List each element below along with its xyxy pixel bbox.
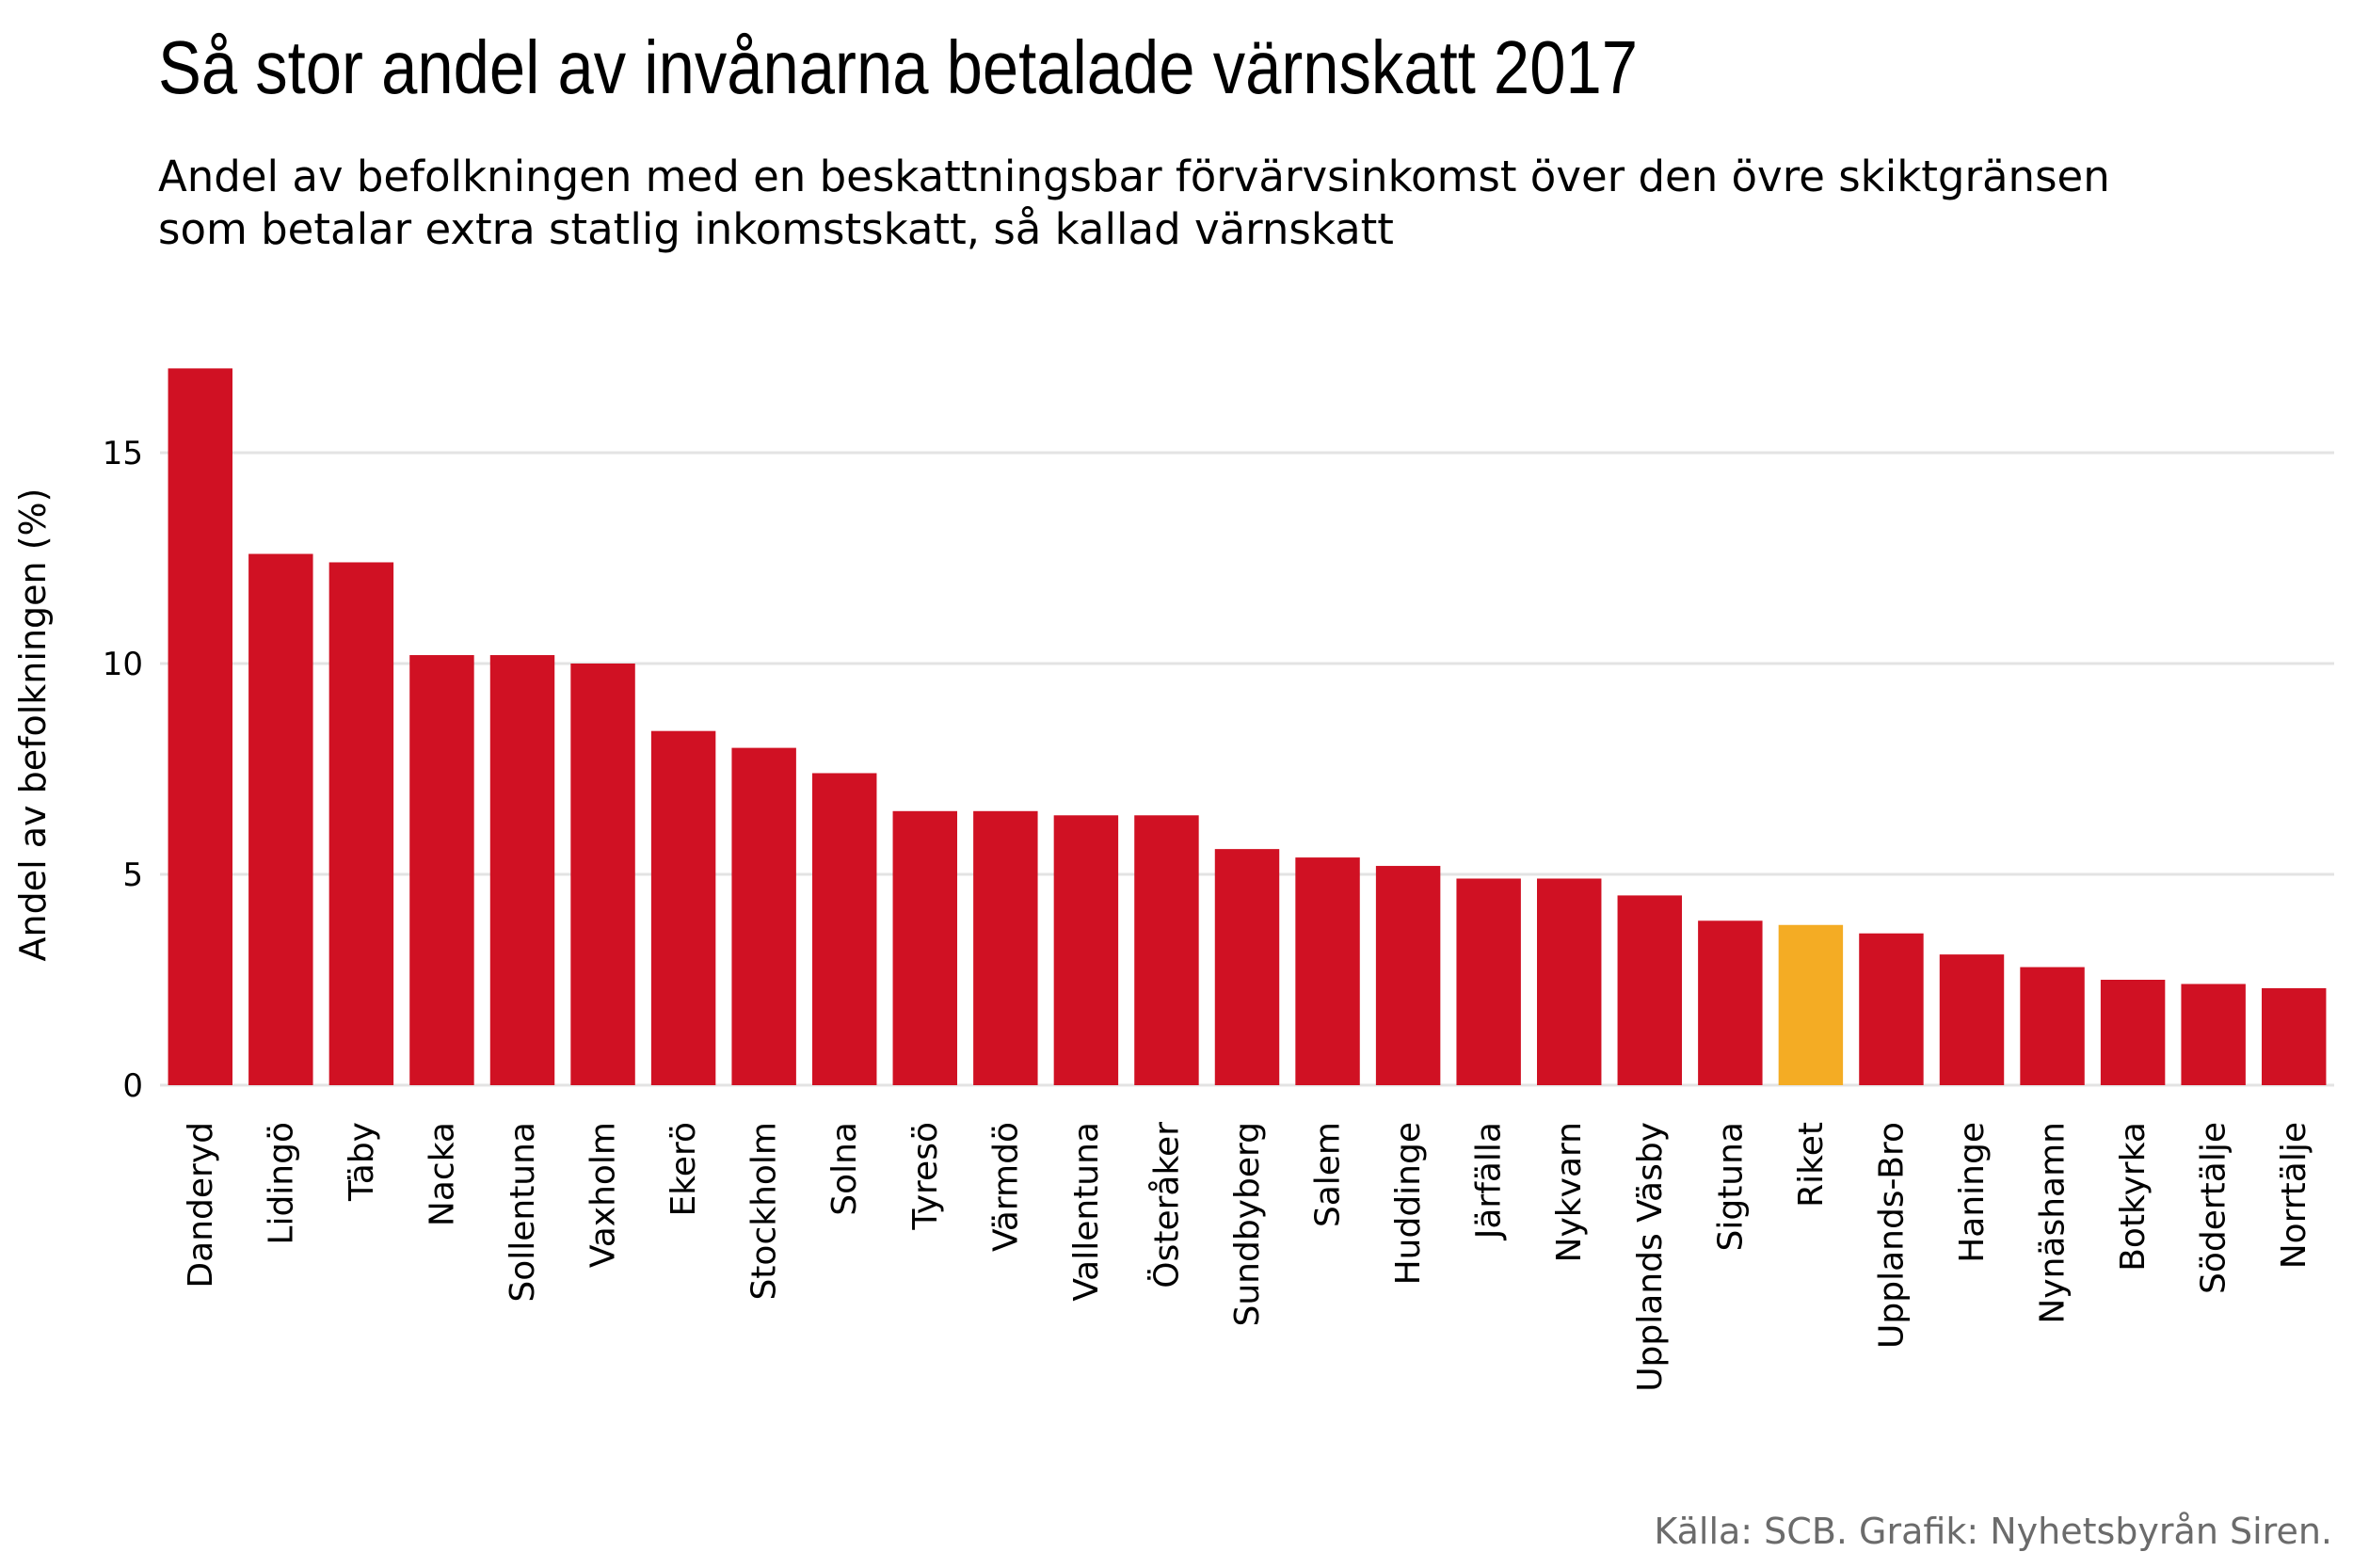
x-tick-label: Haninge [1953, 1122, 1992, 1263]
x-tick-label: Värmdö [986, 1122, 1025, 1252]
subtitle-line-2: som betalar extra statlig inkomstskatt, … [158, 204, 1394, 254]
x-tick-label: Upplands-Bro [1872, 1122, 1911, 1349]
x-tick-label: Södertälje [2195, 1122, 2233, 1294]
bar [1456, 878, 1521, 1085]
bar [2262, 987, 2327, 1085]
bar [1939, 954, 2005, 1085]
x-tick-label: Tyresö [906, 1122, 945, 1231]
y-tick-label: 5 [122, 856, 143, 894]
bar [892, 810, 957, 1085]
x-tick-label: Ekerö [664, 1122, 703, 1217]
bar [409, 655, 474, 1085]
x-tick-label: Stockholm [745, 1122, 784, 1301]
x-tick-label: Vallentuna [1067, 1122, 1106, 1302]
bar [650, 730, 716, 1085]
bar [812, 773, 877, 1085]
bar [2100, 980, 2166, 1085]
y-tick-label: 0 [122, 1067, 143, 1105]
y-axis-title: Andel av befolkningen (%) [12, 488, 54, 962]
y-axis-ticks: 0 5 10 15 [103, 435, 143, 1105]
x-tick-label: Nynäshamn [2034, 1122, 2073, 1324]
bar [731, 747, 796, 1085]
x-tick-label: Huddinge [1389, 1122, 1428, 1285]
x-tick-label: Österåker [1146, 1122, 1186, 1288]
x-tick-label: Salem [1309, 1122, 1348, 1227]
bar [1778, 924, 1844, 1085]
x-tick-label: Sigtuna [1711, 1122, 1750, 1252]
x-tick-label: Täby [343, 1122, 381, 1202]
bar [2020, 967, 2085, 1085]
x-tick-label: Vaxholm [584, 1122, 623, 1268]
bar [248, 553, 313, 1085]
bar [1295, 857, 1360, 1085]
bar [1859, 933, 1924, 1085]
x-axis-labels: Danderyd Lidingö Täby Nacka Sollentuna Vaxhol… [182, 1122, 2313, 1392]
x-tick-label: Järfälla [1470, 1122, 1509, 1240]
y-tick-label: 15 [103, 435, 143, 472]
x-tick-label: Danderyd [182, 1122, 220, 1288]
bar [1375, 866, 1441, 1085]
bar [1053, 815, 1119, 1085]
bars [168, 368, 2327, 1085]
x-tick-label: Nacka [423, 1122, 461, 1226]
x-tick-label: Norrtälje [2275, 1122, 2313, 1269]
x-tick-label: Sollentuna [504, 1122, 542, 1303]
bar [168, 368, 232, 1085]
bar [1698, 920, 1763, 1085]
bar [2181, 984, 2246, 1085]
y-tick-label: 10 [103, 646, 143, 683]
bar [489, 655, 555, 1085]
bar [1617, 895, 1682, 1085]
x-tick-label: Upplands Väsby [1631, 1122, 1670, 1392]
bar [1537, 878, 1602, 1085]
x-tick-label: Lidingö [262, 1122, 300, 1245]
source-caption: Källa: SCB. Grafik: Nyhetsbyrån Siren. [1654, 1511, 2332, 1552]
subtitle-line-1: Andel av befolkningen med en beskattning… [158, 152, 2110, 201]
bar [570, 664, 635, 1085]
x-tick-label: Nykvarn [1550, 1122, 1589, 1262]
bar [1214, 849, 1280, 1085]
chart-subtitle: Andel av befolkningen med en beskattning… [158, 151, 2110, 256]
x-tick-label: Sundbyberg [1228, 1122, 1267, 1327]
bar [973, 810, 1038, 1085]
x-tick-label: Riket [1792, 1122, 1831, 1208]
bar [1134, 815, 1199, 1085]
x-tick-label: Botkyrka [2114, 1122, 2153, 1272]
chart-title: Så stor andel av invånarna betalade värn… [158, 25, 1638, 109]
bar [328, 562, 394, 1085]
x-tick-label: Solna [825, 1122, 864, 1216]
